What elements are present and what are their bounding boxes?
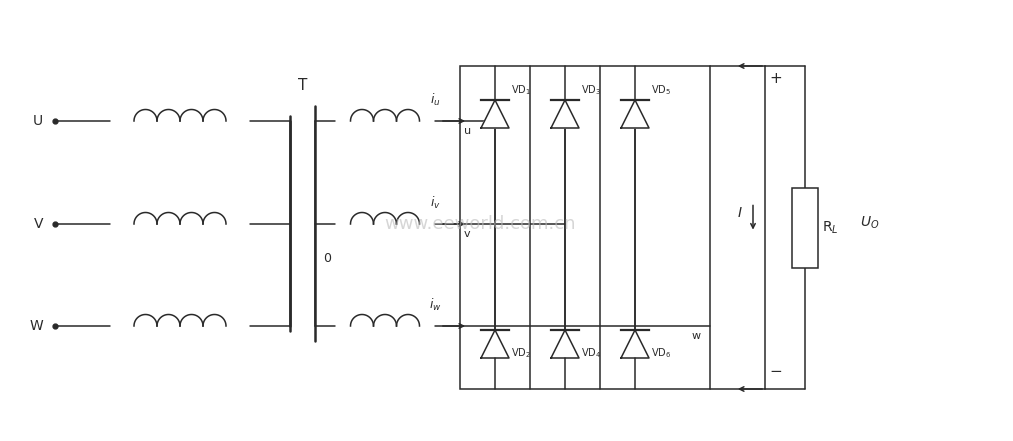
Text: VD$_1$: VD$_1$: [511, 83, 531, 97]
Text: V: V: [33, 217, 43, 231]
Text: R$_L$: R$_L$: [822, 219, 839, 235]
Text: +: +: [769, 71, 782, 86]
Text: U: U: [32, 114, 43, 128]
Polygon shape: [621, 100, 649, 128]
Text: $i_u$: $i_u$: [430, 92, 441, 108]
Text: VD$_2$: VD$_2$: [511, 346, 531, 360]
Text: VD$_4$: VD$_4$: [581, 346, 602, 360]
Bar: [792, 187, 819, 268]
Text: −: −: [769, 364, 782, 379]
Text: VD$_3$: VD$_3$: [581, 83, 601, 97]
Text: $i_w$: $i_w$: [428, 297, 442, 313]
Polygon shape: [481, 330, 509, 358]
Text: $U_O$: $U_O$: [860, 214, 879, 231]
Text: $I$: $I$: [737, 206, 743, 220]
Text: w: w: [692, 331, 701, 341]
Polygon shape: [551, 330, 579, 358]
Text: u: u: [464, 126, 471, 136]
Bar: [460, 66, 710, 389]
Text: $i_v$: $i_v$: [430, 195, 441, 211]
Text: v: v: [464, 229, 471, 239]
Text: W: W: [29, 319, 43, 333]
Polygon shape: [551, 100, 579, 128]
Text: VD$_5$: VD$_5$: [651, 83, 671, 97]
Polygon shape: [621, 330, 649, 358]
Text: T: T: [298, 78, 307, 93]
Text: 0: 0: [323, 252, 331, 265]
Text: VD$_6$: VD$_6$: [651, 346, 672, 360]
Text: www.eeworld.com.cn: www.eeworld.com.cn: [384, 215, 575, 233]
Polygon shape: [481, 100, 509, 128]
